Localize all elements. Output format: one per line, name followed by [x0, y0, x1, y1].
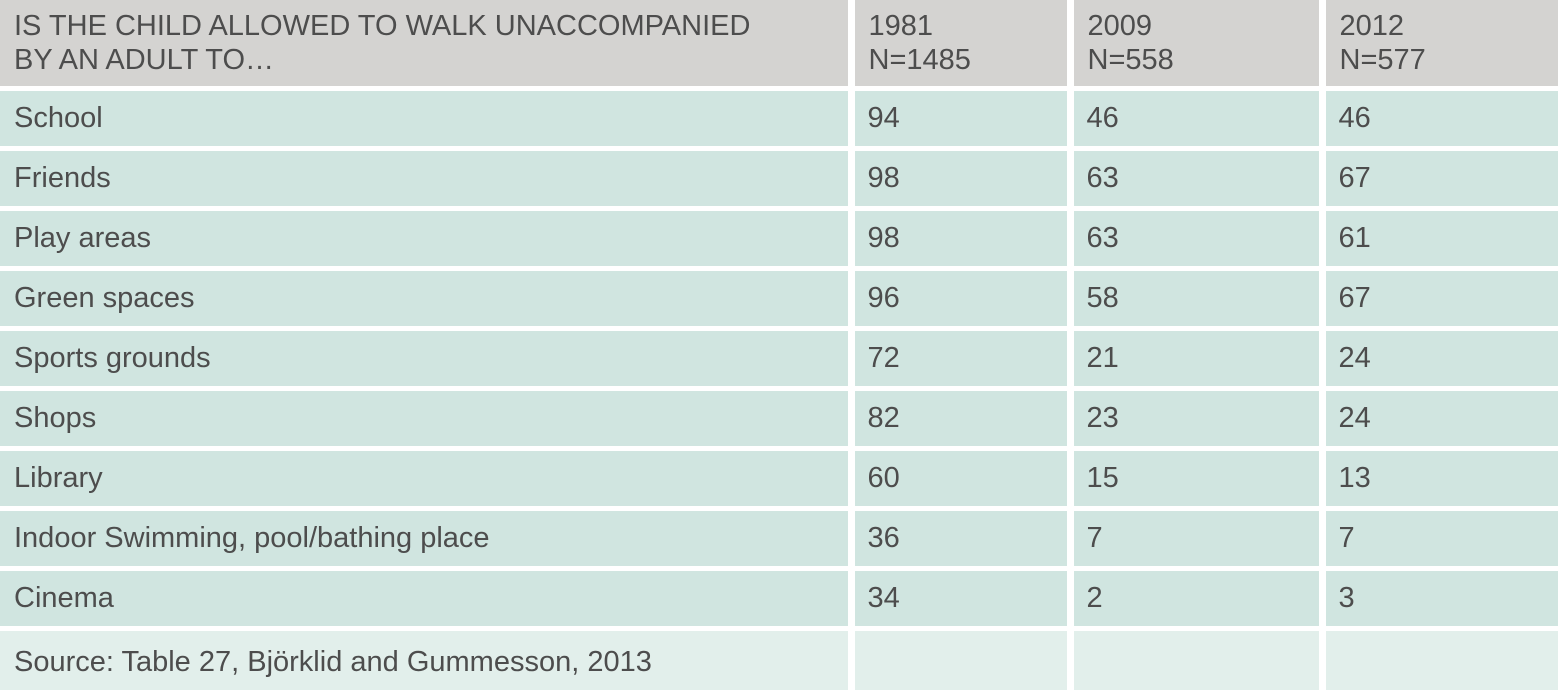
column-sample-size: N=577: [1339, 44, 1426, 76]
cell-value: 46: [1318, 86, 1558, 149]
cell-value: 82: [847, 386, 1070, 449]
cell-value: 7: [1318, 506, 1558, 569]
column-sample-size: N=558: [1087, 44, 1174, 76]
table-row-friends: Friends 98 63 67: [0, 146, 1558, 209]
cell-value: 67: [1318, 146, 1558, 209]
table-row-shops: Shops 82 23 24: [0, 386, 1558, 449]
cell-value: 23: [1066, 386, 1322, 449]
cell-value: 34: [847, 566, 1070, 629]
cell-value: 94: [847, 86, 1070, 149]
table-row-cinema: Cinema 34 2 3: [0, 566, 1558, 629]
row-label: School: [0, 86, 851, 149]
question-text: IS THE CHILD ALLOWED TO WALK UNACCOMPANI…: [14, 9, 751, 76]
empty-cell: [1318, 626, 1558, 690]
cell-value: 96: [847, 266, 1070, 329]
cell-value: 72: [847, 326, 1070, 389]
row-label: Shops: [0, 386, 851, 449]
column-year: 1981: [868, 9, 934, 42]
table-row-sports-grounds: Sports grounds 72 21 24: [0, 326, 1558, 389]
row-label: Sports grounds: [0, 326, 851, 389]
cell-value: 46: [1066, 86, 1322, 149]
cell-value: 13: [1318, 446, 1558, 509]
cell-value: 58: [1066, 266, 1322, 329]
table-row-library: Library 60 15 13: [0, 446, 1558, 509]
cell-value: 98: [847, 206, 1070, 269]
empty-cell: [1066, 626, 1322, 690]
cell-value: 3: [1318, 566, 1558, 629]
table-row-green-spaces: Green spaces 96 58 67: [0, 266, 1558, 329]
table-row-indoor-swimming: Indoor Swimming, pool/bathing place 36 7…: [0, 506, 1558, 569]
source-row: Source: Table 27, Björklid and Gummesson…: [0, 626, 1558, 690]
column-year: 2012: [1339, 9, 1405, 42]
cell-value: 36: [847, 506, 1070, 569]
cell-value: 15: [1066, 446, 1322, 509]
header-row: IS THE CHILD ALLOWED TO WALK UNACCOMPANI…: [0, 0, 1558, 89]
row-label: Cinema: [0, 566, 851, 629]
row-label: Friends: [0, 146, 851, 209]
cell-value: 63: [1066, 206, 1322, 269]
cell-value: 63: [1066, 146, 1322, 209]
cell-value: 2: [1066, 566, 1322, 629]
column-header-2009: 2009 N=558: [1066, 0, 1322, 89]
cell-value: 24: [1318, 326, 1558, 389]
table-row-school: School 94 46 46: [0, 86, 1558, 149]
column-sample-size: N=1485: [868, 44, 971, 76]
column-header-1981: 1981 N=1485: [847, 0, 1070, 89]
cell-value: 7: [1066, 506, 1322, 569]
cell-value: 24: [1318, 386, 1558, 449]
column-header-2012: 2012 N=577: [1318, 0, 1558, 89]
cell-value: 21: [1066, 326, 1322, 389]
row-label: Play areas: [0, 206, 851, 269]
empty-cell: [847, 626, 1070, 690]
source-text: Source: Table 27, Björklid and Gummesson…: [0, 626, 851, 690]
column-year: 2009: [1087, 9, 1153, 42]
row-label: Green spaces: [0, 266, 851, 329]
cell-value: 61: [1318, 206, 1558, 269]
table-row-play-areas: Play areas 98 63 61: [0, 206, 1558, 269]
row-label: Indoor Swimming, pool/bathing place: [0, 506, 851, 569]
row-label: Library: [0, 446, 851, 509]
cell-value: 60: [847, 446, 1070, 509]
cell-value: 98: [847, 146, 1070, 209]
cell-value: 67: [1318, 266, 1558, 329]
question-header: IS THE CHILD ALLOWED TO WALK UNACCOMPANI…: [0, 0, 851, 89]
